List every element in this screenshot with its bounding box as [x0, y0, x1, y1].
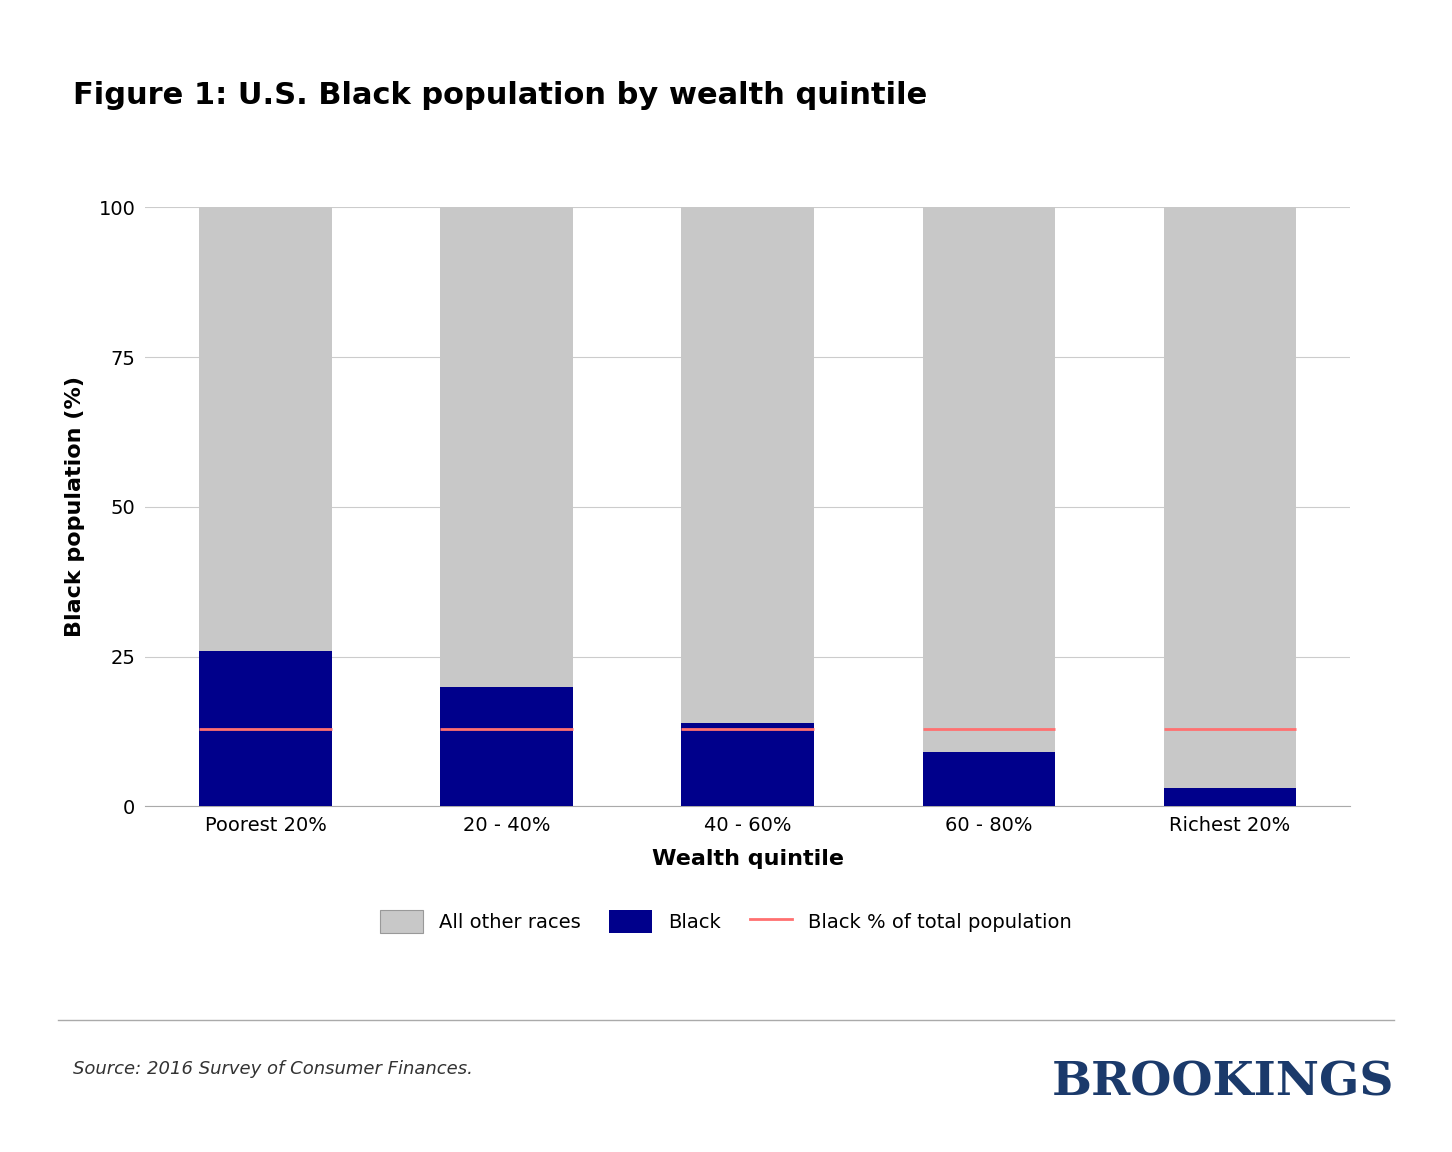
X-axis label: Wealth quintile: Wealth quintile: [652, 849, 844, 869]
Bar: [681, 207, 815, 722]
Bar: [1163, 207, 1297, 788]
Bar: [1163, 788, 1297, 806]
Legend: All other races, Black, Black % of total population: All other races, Black, Black % of total…: [372, 903, 1080, 941]
Bar: [440, 207, 574, 687]
Bar: [922, 752, 1056, 806]
Text: Source: 2016 Survey of Consumer Finances.: Source: 2016 Survey of Consumer Finances…: [73, 1060, 472, 1078]
Y-axis label: Black population (%): Black population (%): [65, 377, 84, 637]
Text: BROOKINGS: BROOKINGS: [1051, 1060, 1394, 1106]
Text: Figure 1: U.S. Black population by wealth quintile: Figure 1: U.S. Black population by wealt…: [73, 81, 926, 109]
Bar: [922, 207, 1056, 752]
Bar: [681, 722, 815, 806]
Bar: [440, 687, 574, 806]
Bar: [199, 207, 333, 651]
Bar: [199, 651, 333, 806]
